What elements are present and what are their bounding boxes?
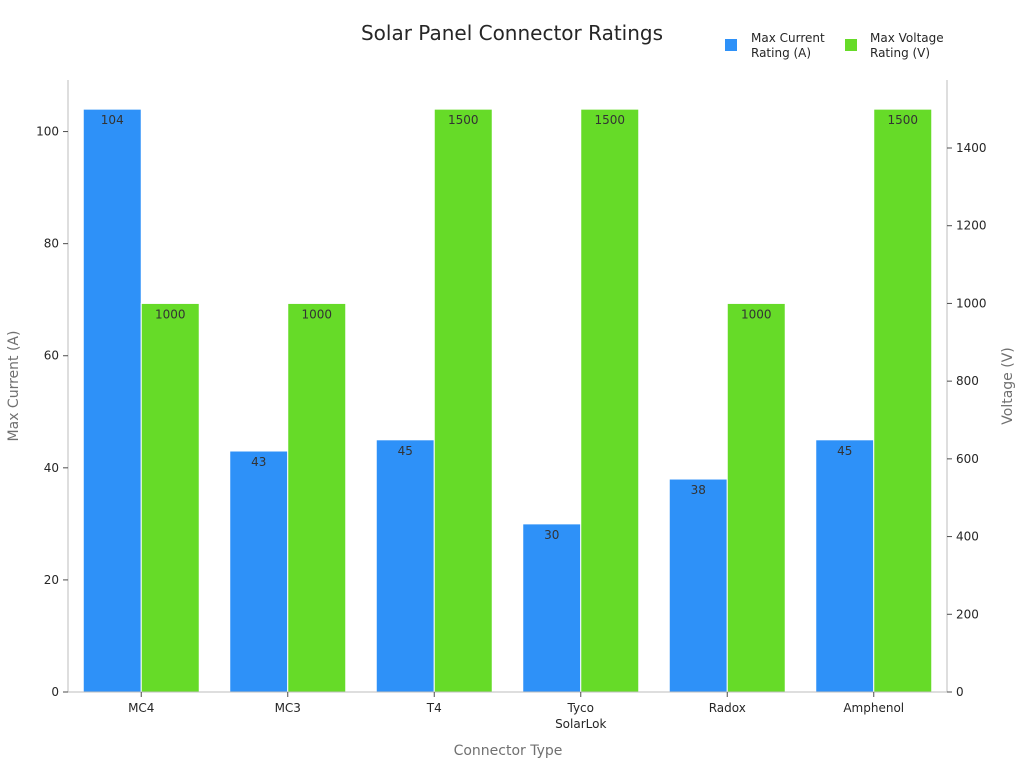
right-y-tick-label-800: 800 — [956, 374, 979, 388]
right-y-tick-label-1000: 1000 — [956, 296, 987, 310]
x-tick-label-radox: Radox — [709, 701, 746, 715]
bar-voltage-amphenol — [873, 108, 933, 693]
x-tick-label-mc4: MC4 — [128, 701, 154, 715]
bar-voltage-t4 — [433, 108, 493, 693]
value-label-voltage-mc3: 1000 — [301, 307, 332, 321]
left-y-tick-label-100: 100 — [36, 125, 59, 139]
x-tick-label-tyco-solarlok: Tyco SolarLok — [555, 701, 606, 731]
bar-current-radox — [668, 478, 728, 693]
bar-current-t4 — [375, 439, 435, 693]
axes-group — [67, 80, 948, 693]
value-label-current-amphenol: 45 — [837, 444, 852, 458]
value-label-voltage-mc4: 1000 — [155, 307, 186, 321]
value-label-current-mc3: 43 — [251, 455, 266, 469]
bars-group — [82, 108, 933, 693]
left-y-tick-label-80: 80 — [44, 237, 59, 251]
legend-label-current-line2: Rating (A) — [751, 46, 811, 60]
left-y-axis-label: Max Current (A) — [6, 331, 22, 442]
bar-current-amphenol — [815, 439, 875, 693]
right-y-tick-label-1400: 1400 — [956, 141, 987, 155]
bar-voltage-radox — [726, 302, 786, 693]
value-label-voltage-tyco-solarlok: 1500 — [594, 113, 625, 127]
right-y-axis-label: Voltage (V) — [1000, 347, 1016, 424]
x-ticks-group: MC4 MC3 T4 Tyco SolarLok Radox Amphenol — [128, 692, 904, 731]
legend-label-voltage-line1: Max Voltage — [870, 31, 944, 45]
x-tick-label-mc3: MC3 — [275, 701, 301, 715]
value-label-voltage-radox: 1000 — [741, 307, 772, 321]
legend: Max Current Rating (A) Max Voltage Ratin… — [725, 31, 944, 60]
value-labels-group: 104 1000 43 1000 45 1500 30 1500 38 1000 45 1500 — [101, 113, 918, 542]
left-y-tick-label-20: 20 — [44, 573, 59, 587]
left-y-ticks-group: 0 20 40 60 80 100 — [36, 125, 68, 699]
right-y-tick-label-200: 200 — [956, 607, 979, 621]
legend-label-current-line1: Max Current — [751, 31, 825, 45]
bar-current-mc3 — [229, 450, 289, 693]
legend-swatch-current — [725, 39, 737, 51]
chart-title: Solar Panel Connector Ratings — [361, 21, 663, 45]
value-label-voltage-amphenol: 1500 — [887, 113, 918, 127]
bar-current-tyco-solarlok — [522, 523, 582, 693]
right-y-tick-label-400: 400 — [956, 530, 979, 544]
x-tick-label-amphenol: Amphenol — [843, 701, 904, 715]
bar-voltage-mc3 — [287, 302, 347, 693]
bar-current-mc4 — [82, 108, 142, 693]
right-y-tick-label-600: 600 — [956, 452, 979, 466]
legend-label-voltage-line2: Rating (V) — [870, 46, 930, 60]
left-y-tick-label-40: 40 — [44, 461, 59, 475]
left-y-tick-label-60: 60 — [44, 349, 59, 363]
bar-voltage-tyco-solarlok — [580, 108, 640, 693]
right-y-ticks-group: 0 200 400 600 800 1000 1200 1400 — [947, 141, 987, 699]
right-y-tick-label-0: 0 — [956, 685, 964, 699]
bar-voltage-mc4 — [140, 302, 200, 693]
value-label-voltage-t4: 1500 — [448, 113, 479, 127]
left-y-tick-label-0: 0 — [51, 685, 59, 699]
value-label-current-t4: 45 — [398, 444, 413, 458]
value-label-current-mc4: 104 — [101, 113, 124, 127]
x-axis-label: Connector Type — [454, 743, 563, 759]
x-tick-label-t4: T4 — [426, 701, 442, 715]
right-y-tick-label-1200: 1200 — [956, 219, 987, 233]
legend-swatch-voltage — [845, 39, 857, 51]
value-label-current-radox: 38 — [691, 483, 706, 497]
value-label-current-tyco-solarlok: 30 — [544, 528, 559, 542]
